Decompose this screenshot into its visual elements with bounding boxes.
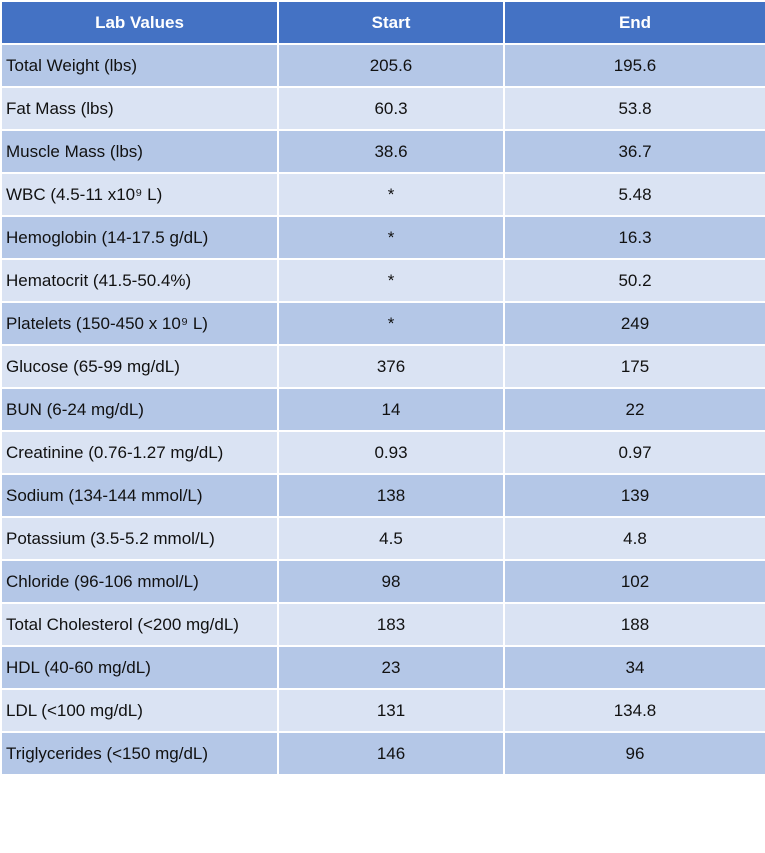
lab-value: 5.48	[503, 172, 765, 217]
lab-value: 14	[277, 387, 505, 432]
lab-value: 23	[277, 645, 505, 690]
lab-value: 4.8	[503, 516, 765, 561]
lab-value: 138	[277, 473, 505, 518]
lab-name: Total Cholesterol (<200 mg/dL)	[0, 602, 279, 647]
table-row: BUN (6-24 mg/dL) 14 22	[0, 387, 765, 432]
lab-name: LDL (<100 mg/dL)	[0, 688, 279, 733]
table-row: Fat Mass (lbs) 60.3 53.8	[0, 86, 765, 131]
lab-name: Potassium (3.5-5.2 mmol/L)	[0, 516, 279, 561]
lab-value: 102	[503, 559, 765, 604]
lab-name: Chloride (96-106 mmol/L)	[0, 559, 279, 604]
lab-name: Platelets (150-450 x 10⁹ L)	[0, 301, 279, 346]
lab-value: 36.7	[503, 129, 765, 174]
lab-name: Muscle Mass (lbs)	[0, 129, 279, 174]
lab-value: *	[277, 301, 505, 346]
lab-value: 134.8	[503, 688, 765, 733]
lab-value: 139	[503, 473, 765, 518]
lab-name: Hematocrit (41.5-50.4%)	[0, 258, 279, 303]
lab-value: 16.3	[503, 215, 765, 260]
lab-value: 0.97	[503, 430, 765, 475]
lab-name: HDL (40-60 mg/dL)	[0, 645, 279, 690]
header-cell: Lab Values	[0, 0, 279, 45]
lab-value: 146	[277, 731, 505, 776]
lab-value: 376	[277, 344, 505, 389]
lab-name: Triglycerides (<150 mg/dL)	[0, 731, 279, 776]
table-row: Platelets (150-450 x 10⁹ L) * 249	[0, 301, 765, 346]
header-cell: Start	[277, 0, 505, 45]
table-row: Triglycerides (<150 mg/dL) 146 96	[0, 731, 765, 776]
lab-name: WBC (4.5-11 x10⁹ L)	[0, 172, 279, 217]
table-row: Total Weight (lbs) 205.6 195.6	[0, 43, 765, 88]
lab-name: Sodium (134-144 mmol/L)	[0, 473, 279, 518]
lab-value: 50.2	[503, 258, 765, 303]
table-row: LDL (<100 mg/dL) 131 134.8	[0, 688, 765, 733]
lab-name: Fat Mass (lbs)	[0, 86, 279, 131]
header-row: Lab Values Start End	[0, 0, 765, 45]
lab-value: 188	[503, 602, 765, 647]
lab-value: 205.6	[277, 43, 505, 88]
table-row: HDL (40-60 mg/dL) 23 34	[0, 645, 765, 690]
lab-name: Glucose (65-99 mg/dL)	[0, 344, 279, 389]
lab-value: 0.93	[277, 430, 505, 475]
table-row: Hemoglobin (14-17.5 g/dL) * 16.3	[0, 215, 765, 260]
table-row: Hematocrit (41.5-50.4%) * 50.2	[0, 258, 765, 303]
table-row: Potassium (3.5-5.2 mmol/L) 4.5 4.8	[0, 516, 765, 561]
table-row: Creatinine (0.76-1.27 mg/dL) 0.93 0.97	[0, 430, 765, 475]
lab-value: 98	[277, 559, 505, 604]
table-row: Chloride (96-106 mmol/L) 98 102	[0, 559, 765, 604]
lab-value: 183	[277, 602, 505, 647]
lab-value: 60.3	[277, 86, 505, 131]
lab-value: 131	[277, 688, 505, 733]
lab-value: 38.6	[277, 129, 505, 174]
lab-table: Lab Values Start End Total Weight (lbs) 205…	[0, 0, 765, 776]
table-row: Total Cholesterol (<200 mg/dL) 183 188	[0, 602, 765, 647]
table-row: Glucose (65-99 mg/dL) 376 175	[0, 344, 765, 389]
lab-value: *	[277, 172, 505, 217]
table-row: Sodium (134-144 mmol/L) 138 139	[0, 473, 765, 518]
lab-value: 53.8	[503, 86, 765, 131]
lab-value: 96	[503, 731, 765, 776]
lab-name: BUN (6-24 mg/dL)	[0, 387, 279, 432]
lab-name: Hemoglobin (14-17.5 g/dL)	[0, 215, 279, 260]
lab-name: Creatinine (0.76-1.27 mg/dL)	[0, 430, 279, 475]
table-row: Muscle Mass (lbs) 38.6 36.7	[0, 129, 765, 174]
lab-value: 175	[503, 344, 765, 389]
table-body: Total Weight (lbs) 205.6 195.6 Fat Mass (lb…	[0, 43, 765, 776]
header-cell: End	[503, 0, 765, 45]
lab-value: 4.5	[277, 516, 505, 561]
lab-value: 34	[503, 645, 765, 690]
lab-value: 22	[503, 387, 765, 432]
lab-value: 195.6	[503, 43, 765, 88]
lab-value: *	[277, 215, 505, 260]
lab-name: Total Weight (lbs)	[0, 43, 279, 88]
table-row: WBC (4.5-11 x10⁹ L) * 5.48	[0, 172, 765, 217]
lab-value: *	[277, 258, 505, 303]
lab-value: 249	[503, 301, 765, 346]
table-header: Lab Values Start End	[0, 0, 765, 45]
